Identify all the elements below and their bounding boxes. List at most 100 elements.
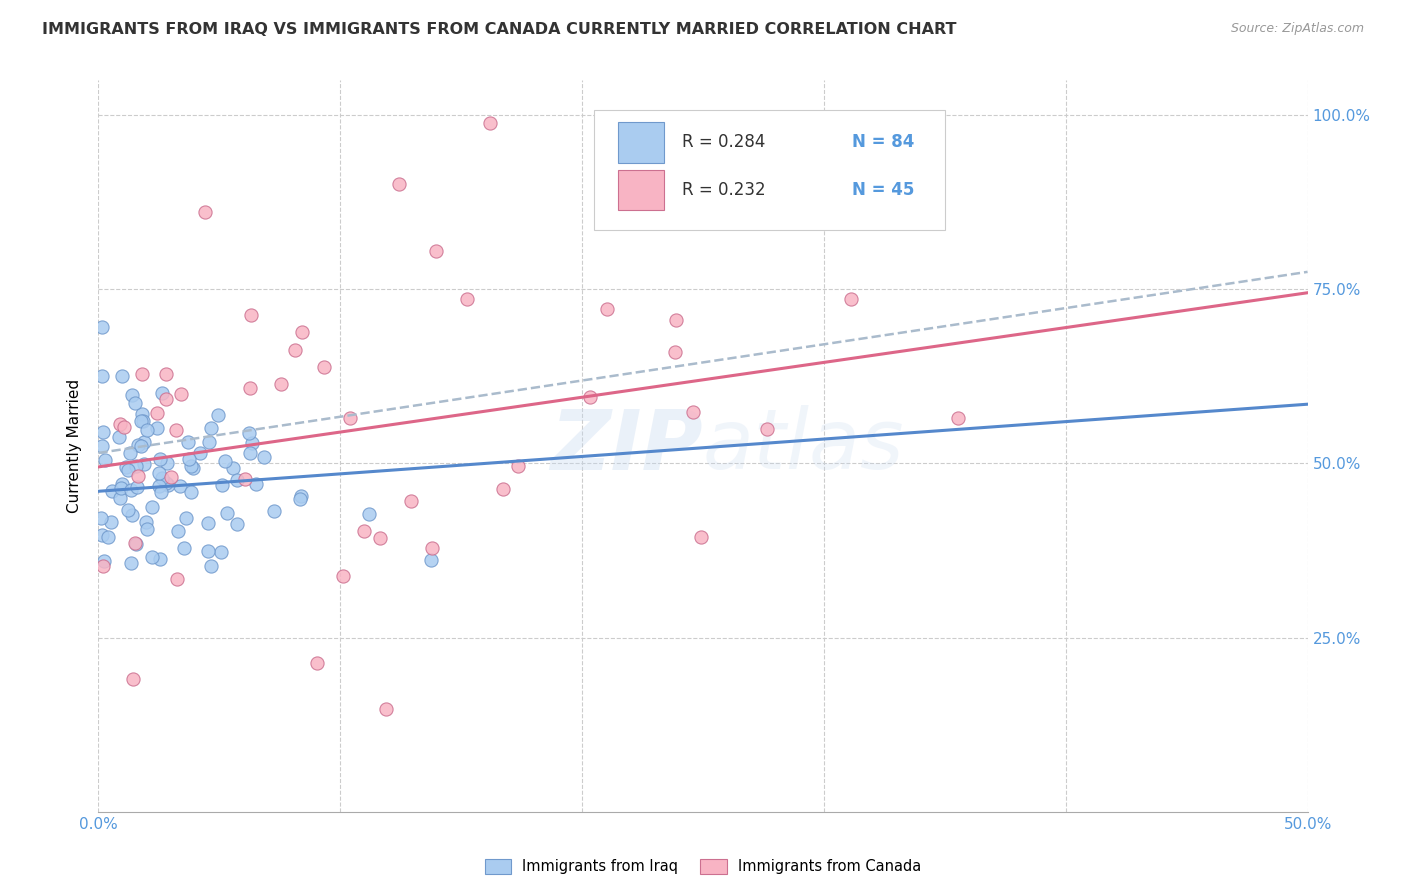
Point xyxy=(136,423,159,437)
Point xyxy=(124,396,146,410)
Point xyxy=(90,511,112,525)
Point xyxy=(112,420,135,434)
Point xyxy=(149,485,172,500)
Point xyxy=(155,476,177,491)
Point xyxy=(149,451,172,466)
Point xyxy=(148,479,170,493)
Point xyxy=(239,446,262,460)
Point xyxy=(948,411,970,425)
Point xyxy=(211,477,233,491)
Point xyxy=(156,456,179,470)
Point xyxy=(425,244,447,259)
Point xyxy=(179,451,201,466)
Point xyxy=(174,510,197,524)
Point xyxy=(339,411,361,425)
Point xyxy=(150,471,173,485)
Point xyxy=(132,458,155,472)
Point xyxy=(170,386,193,401)
Point xyxy=(456,292,478,306)
Point xyxy=(169,479,191,493)
Point xyxy=(132,414,155,428)
Point xyxy=(124,537,146,551)
Point xyxy=(682,405,704,419)
Point xyxy=(226,474,249,488)
Point xyxy=(149,552,172,566)
Point xyxy=(198,435,221,450)
Point xyxy=(200,559,222,574)
Point xyxy=(284,343,307,358)
Point xyxy=(121,388,143,402)
Point xyxy=(124,536,146,550)
Point xyxy=(479,116,502,130)
Point xyxy=(422,541,444,555)
Point xyxy=(118,446,141,460)
Text: IMMIGRANTS FROM IRAQ VS IMMIGRANTS FROM CANADA CURRENTLY MARRIED CORRELATION CHA: IMMIGRANTS FROM IRAQ VS IMMIGRANTS FROM … xyxy=(42,22,956,37)
Point xyxy=(127,438,149,452)
Point xyxy=(233,472,256,486)
Point xyxy=(209,545,232,559)
Text: N = 45: N = 45 xyxy=(852,181,915,199)
Point xyxy=(155,392,177,406)
Point xyxy=(239,381,262,395)
Point xyxy=(160,470,183,484)
Point xyxy=(332,569,354,583)
Point xyxy=(91,558,114,573)
Point xyxy=(91,439,114,453)
Point xyxy=(200,420,222,434)
Point xyxy=(388,177,411,191)
Point xyxy=(596,301,619,316)
Text: R = 0.284: R = 0.284 xyxy=(682,134,766,152)
Point xyxy=(148,466,170,480)
Legend: Immigrants from Iraq, Immigrants from Canada: Immigrants from Iraq, Immigrants from Ca… xyxy=(478,853,928,880)
Text: N = 84: N = 84 xyxy=(852,134,915,152)
Point xyxy=(180,458,202,473)
Point xyxy=(222,460,245,475)
Point xyxy=(117,503,139,517)
Point xyxy=(180,484,202,499)
Point xyxy=(90,319,112,334)
Point xyxy=(291,325,314,339)
Point xyxy=(127,469,149,483)
Point xyxy=(110,417,132,432)
Point xyxy=(755,422,778,436)
Point xyxy=(368,531,391,545)
FancyBboxPatch shape xyxy=(595,110,945,230)
Point xyxy=(238,425,260,440)
Text: R = 0.232: R = 0.232 xyxy=(682,181,766,199)
Point xyxy=(146,406,169,420)
Point xyxy=(290,492,312,507)
Point xyxy=(263,503,285,517)
Point xyxy=(155,368,177,382)
Point xyxy=(97,530,120,544)
Point xyxy=(420,553,443,567)
Point xyxy=(150,386,173,401)
Point xyxy=(194,205,217,219)
Point xyxy=(117,463,139,477)
Point xyxy=(125,480,148,494)
Point xyxy=(141,500,163,515)
Point xyxy=(839,293,862,307)
Text: Source: ZipAtlas.com: Source: ZipAtlas.com xyxy=(1230,22,1364,36)
Point xyxy=(214,454,236,468)
Point xyxy=(579,390,602,404)
Point xyxy=(90,528,112,542)
Bar xyxy=(619,122,664,162)
Point xyxy=(110,368,132,383)
Point xyxy=(690,530,713,544)
Point xyxy=(492,482,515,496)
Point xyxy=(399,494,422,508)
Point xyxy=(100,483,122,498)
Point xyxy=(226,517,249,532)
Point xyxy=(93,452,115,467)
Point xyxy=(125,458,148,473)
Point xyxy=(215,506,238,520)
Point xyxy=(91,368,114,383)
Point xyxy=(141,549,163,564)
Point xyxy=(108,430,131,444)
Point xyxy=(508,459,530,474)
Point xyxy=(245,477,267,491)
Point xyxy=(110,477,132,491)
Point xyxy=(121,508,143,522)
Text: atlas: atlas xyxy=(703,406,904,486)
Point xyxy=(129,415,152,429)
